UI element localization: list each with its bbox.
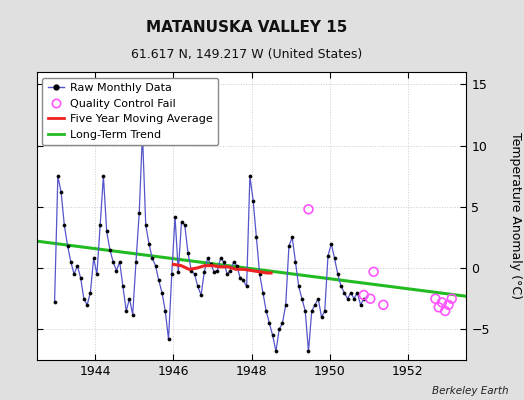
Point	[369, 268, 378, 275]
Y-axis label: Temperature Anomaly (°C): Temperature Anomaly (°C)	[509, 132, 522, 300]
Text: Berkeley Earth: Berkeley Earth	[432, 386, 508, 396]
Legend: Raw Monthly Data, Quality Control Fail, Five Year Moving Average, Long-Term Tren: Raw Monthly Data, Quality Control Fail, …	[42, 78, 219, 145]
Text: 61.617 N, 149.217 W (United States): 61.617 N, 149.217 W (United States)	[130, 48, 362, 61]
Point	[434, 304, 443, 310]
Point	[444, 302, 453, 308]
Point	[379, 302, 388, 308]
Point	[438, 299, 446, 306]
Point	[366, 296, 375, 302]
Point	[431, 296, 440, 302]
Point	[447, 296, 456, 302]
Point	[304, 206, 313, 212]
Point	[359, 292, 368, 298]
Point	[441, 308, 450, 314]
Text: MATANUSKA VALLEY 15: MATANUSKA VALLEY 15	[146, 20, 347, 35]
